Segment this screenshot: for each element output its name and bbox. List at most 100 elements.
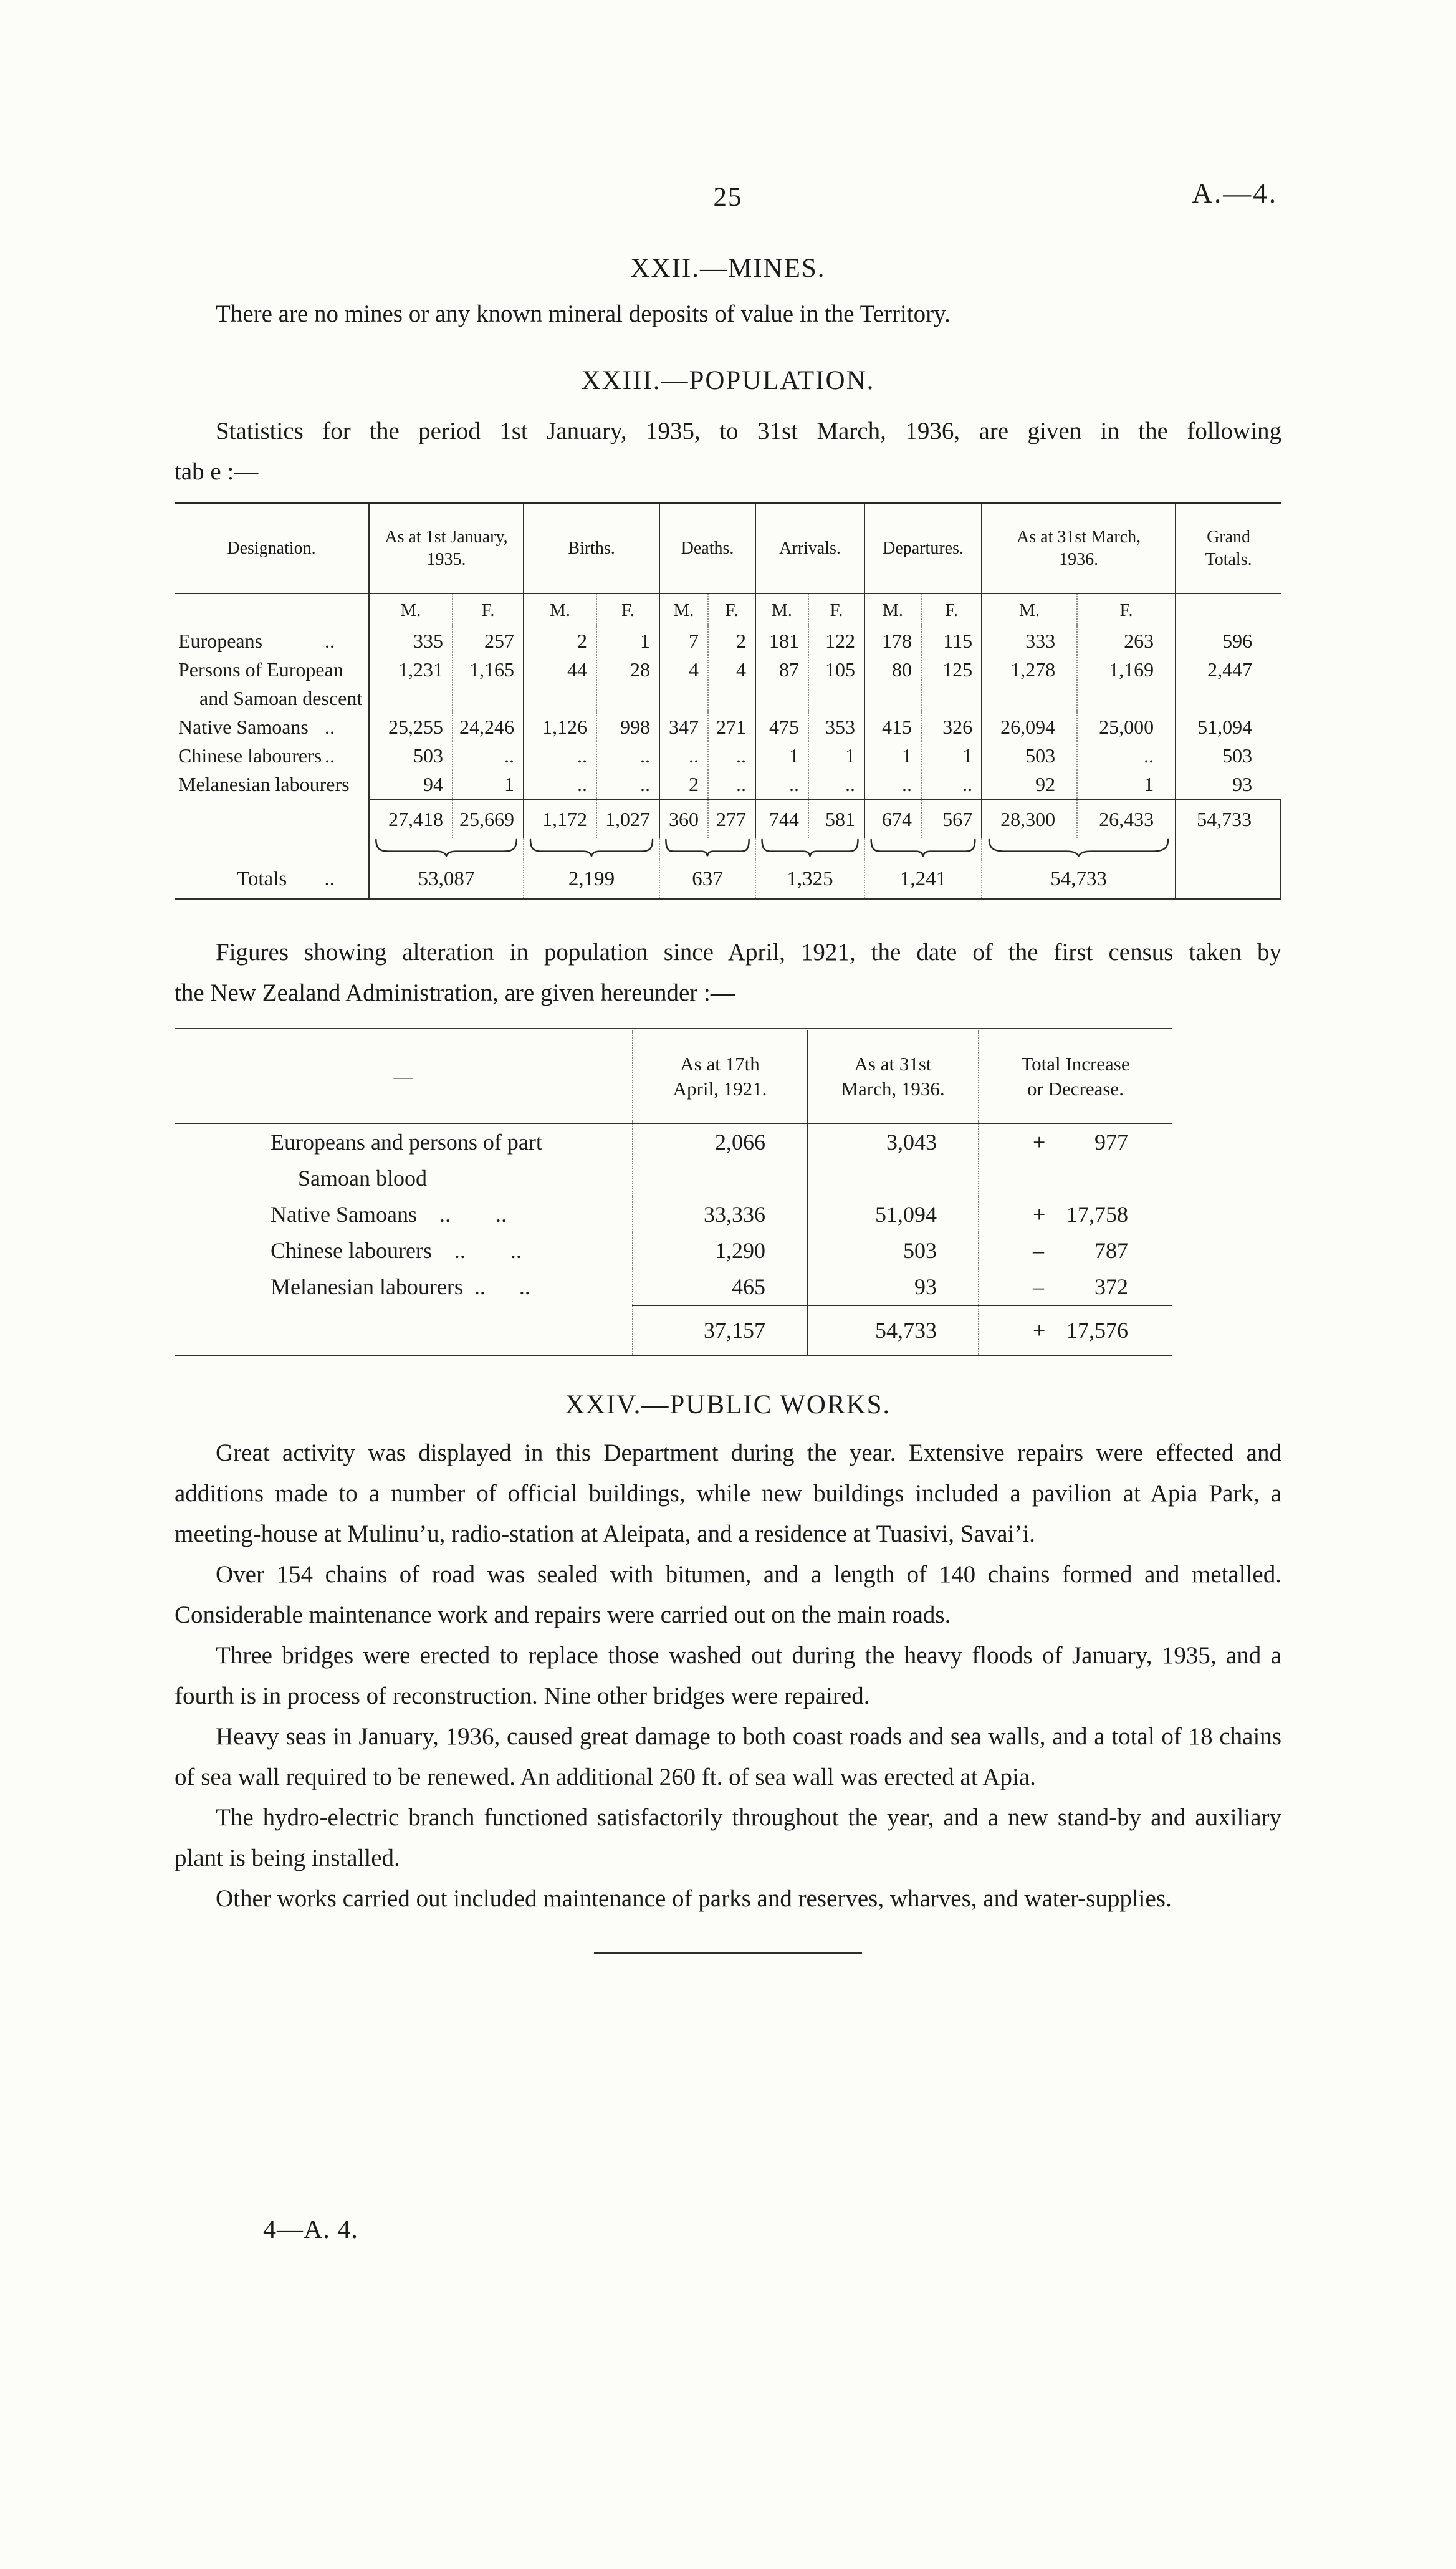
value-cell: 94: [368, 770, 453, 799]
table-row-chinese-labourers: Chinese labourers .. .. 1,290 503 – 787: [175, 1232, 1172, 1269]
mf-label: M.: [864, 593, 922, 627]
population-intro-line1: Statistics for the period 1st January, 1…: [216, 418, 1281, 444]
value-cell: 51,094: [1175, 713, 1281, 741]
subtotal-cell: 360: [659, 799, 709, 838]
value-cell: 596: [1175, 627, 1281, 655]
row-label-text: Chinese labourers: [178, 744, 322, 767]
value-cell: ..: [451, 741, 524, 770]
empty-cell: [175, 593, 369, 627]
subtotal-cell: 54,733: [1175, 799, 1282, 838]
totals-row: 37,157 54,733 + 17,576: [175, 1305, 1172, 1355]
mf-label: F.: [1076, 593, 1176, 627]
public-works-paragraph: Over 154 chains of road was sealed with …: [175, 1561, 1281, 1628]
value-cell: 998: [596, 713, 660, 741]
value-cell: 1: [921, 741, 982, 770]
value-cell: 51,094: [807, 1196, 979, 1232]
footer-signature: 4—A. 4.: [263, 2216, 358, 2244]
value-cell: 4: [707, 655, 756, 713]
increase-sign: +: [1033, 1202, 1046, 1227]
dot-leader: ..: [325, 630, 335, 652]
header-line: 1936.: [1059, 550, 1099, 569]
value-cell: 44: [523, 655, 597, 713]
column-header-1921: As at 17th April, 1921.: [632, 1029, 807, 1124]
table-row-melanesian-labourers: Melanesian labourers .. .. 465 93 – 372: [175, 1269, 1172, 1305]
pair-brace: [659, 838, 756, 860]
value-cell: ..: [523, 770, 597, 799]
row-label: Persons of European and Samoan descent: [175, 655, 369, 713]
value-cell: 7: [659, 627, 709, 655]
totals-row: Totals .. 53,087 2,199 637 1,325 1,241 5…: [175, 860, 1282, 899]
row-label-text: Europeans and persons of part: [271, 1130, 542, 1155]
brace-icon: [375, 838, 518, 857]
public-works-body: Great activity was displayed in this Dep…: [175, 1433, 1281, 1919]
value-cell: 263: [1076, 627, 1176, 655]
value-cell: 333: [981, 627, 1078, 655]
column-header-births: Births.: [523, 503, 660, 594]
value-cell: 87: [755, 655, 809, 713]
column-header-increase: Total Increase or Decrease.: [978, 1029, 1172, 1124]
subtotal-cell: 581: [808, 799, 865, 838]
pair-brace: [755, 838, 865, 860]
page-header: 25 A.—4.: [175, 178, 1281, 218]
header-line: or Decrease.: [1027, 1078, 1124, 1100]
total-cell: 54,733: [981, 860, 1176, 899]
value-cell: 93: [1175, 770, 1281, 799]
value-cell: 1,126: [523, 713, 597, 741]
mf-label: M.: [981, 593, 1078, 627]
pair-brace: [523, 838, 660, 860]
column-header-blank: —: [175, 1029, 633, 1124]
value-cell: 92: [981, 770, 1078, 799]
total-cell: 1,325: [755, 860, 865, 899]
value-cell: 1,290: [632, 1232, 807, 1269]
mf-label: F.: [451, 593, 524, 627]
sex-subheader-row: M. F. M. F. M. F. M. F. M. F. M. F.: [175, 593, 1281, 627]
population-intro-paragraph: Statistics for the period 1st January, 1…: [175, 411, 1281, 492]
value-cell: 353: [808, 713, 865, 741]
population-movement-table: Designation. As at 1st January, 1935. Bi…: [175, 502, 1282, 900]
value-cell: ..: [755, 770, 809, 799]
value-cell: ..: [523, 741, 597, 770]
subtotal-cell: 567: [921, 799, 982, 838]
value-cell: ..: [864, 770, 922, 799]
dot-leader: ..: [324, 868, 335, 890]
value-cell: 335: [368, 627, 453, 655]
table-row-native-samoans: Native Samoans .. 25,255 24,246 1,126 99…: [175, 713, 1281, 741]
value-cell: ..: [921, 770, 982, 799]
total-cell: 54,733: [807, 1305, 979, 1355]
value-cell: 415: [864, 713, 922, 741]
public-works-paragraph: Great activity was displayed in this Dep…: [175, 1439, 1281, 1547]
increase-value: 977: [1094, 1130, 1128, 1155]
empty-cell: [175, 799, 369, 838]
value-cell: 1,278: [981, 655, 1078, 713]
value-cell: + 17,758: [978, 1196, 1172, 1232]
value-cell: 326: [921, 713, 982, 741]
row-label: Melanesian labourers: [175, 770, 369, 799]
column-header-grand-totals: Grand Totals.: [1175, 503, 1281, 594]
value-cell: 2: [707, 627, 756, 655]
header-line: April, 1921.: [673, 1078, 767, 1100]
row-label-text: Totals: [237, 868, 287, 890]
total-cell: 53,087: [368, 860, 524, 899]
column-header-1936: As at 31st March, 1936.: [807, 1029, 979, 1124]
header-line: As at 31st: [854, 1053, 932, 1075]
empty-cell: [1175, 860, 1282, 899]
pair-brace: [981, 838, 1176, 860]
figures-line1: Figures showing alteration in population…: [216, 939, 1281, 966]
column-header-departures: Departures.: [864, 503, 982, 594]
value-cell: 2: [659, 770, 709, 799]
value-cell: 24,246: [451, 713, 524, 741]
value-cell: ..: [707, 770, 756, 799]
page-number: 25: [713, 183, 743, 212]
value-cell: – 372: [978, 1269, 1172, 1305]
value-cell: 33,336: [632, 1196, 807, 1232]
value-cell: 2,447: [1175, 655, 1281, 713]
total-cell: 1,241: [864, 860, 982, 899]
column-header-designation: Designation.: [175, 503, 369, 594]
public-works-paragraph: The hydro-electric branch functioned sat…: [175, 1804, 1281, 1871]
value-cell: ..: [596, 770, 660, 799]
increase-sign: +: [1033, 1318, 1046, 1343]
report-code: A.—4.: [1192, 178, 1278, 209]
subtotal-cell: 1,172: [523, 799, 597, 838]
empty-cell: [175, 1305, 633, 1355]
value-cell: – 787: [978, 1232, 1172, 1269]
